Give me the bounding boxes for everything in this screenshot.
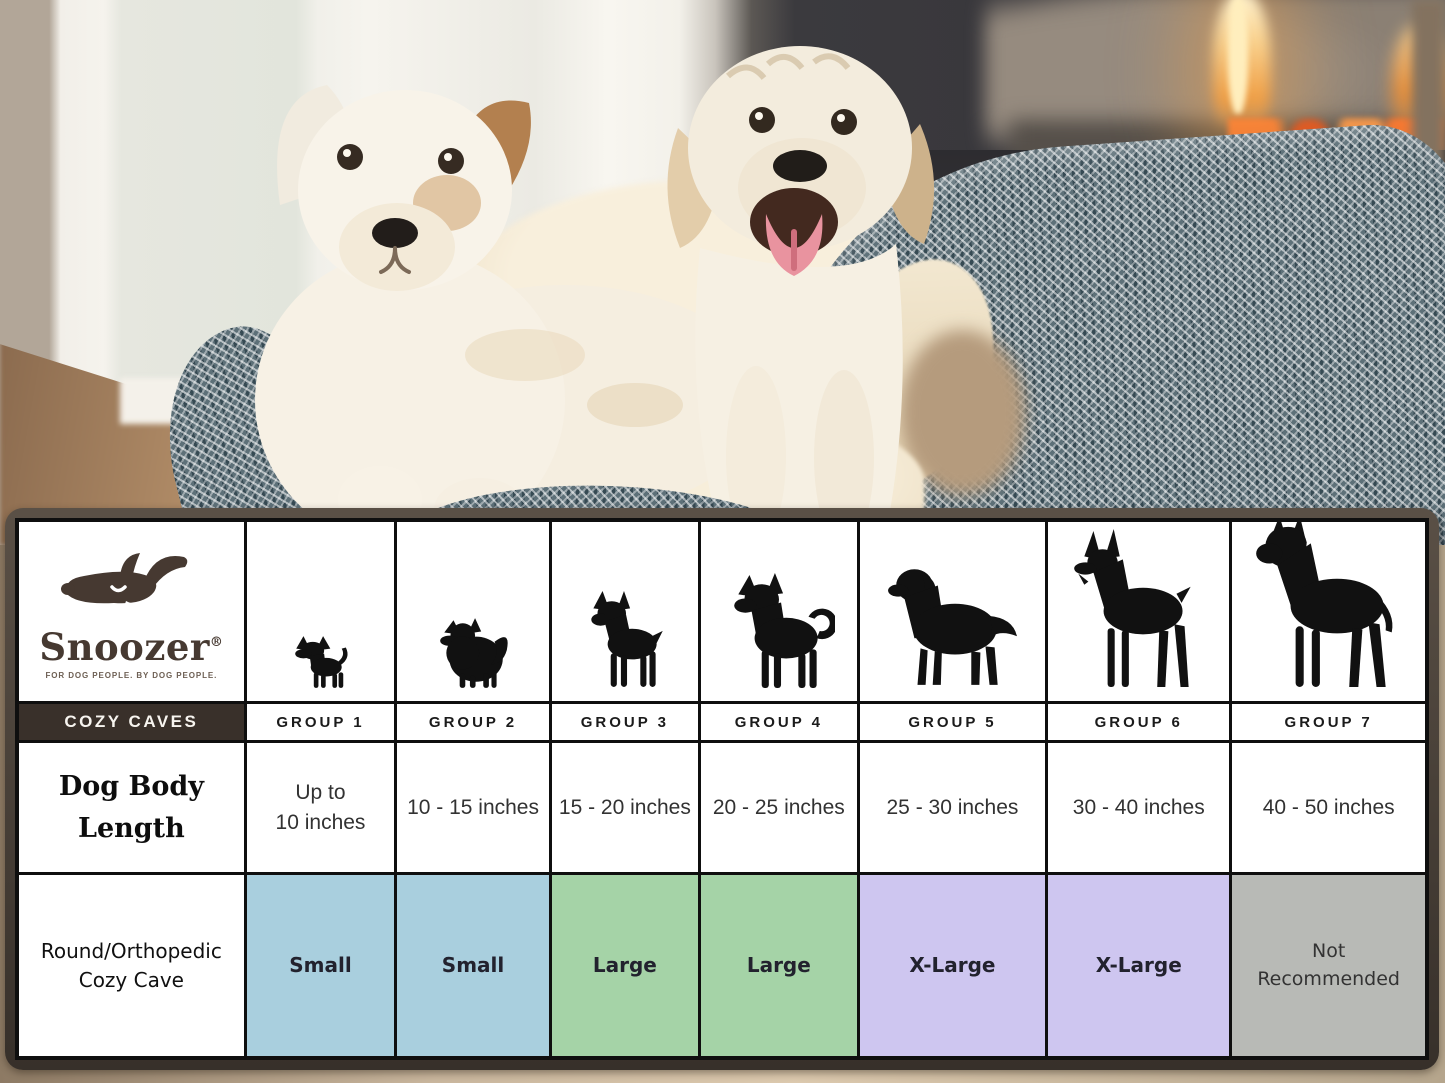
group-7-header: GROUP 7	[1232, 704, 1425, 743]
group-3-silhouette-cell	[551, 522, 701, 704]
group-6-header: GROUP 6	[1048, 704, 1233, 743]
chihuahua-icon	[295, 636, 349, 688]
group-5-header: GROUP 5	[859, 704, 1049, 743]
group-1-size: Small	[246, 875, 398, 1056]
group-7-silhouette-cell	[1232, 522, 1425, 704]
snoozer-dog-logo-icon	[61, 553, 188, 608]
group-4-header: GROUP 4	[700, 704, 860, 743]
brand-logo-cell: Snoozer® FOR DOG PEOPLE. BY DOG PEOPLE.	[19, 522, 247, 704]
group-7-size: Not Recommended	[1232, 875, 1425, 1056]
brand-tagline: FOR DOG PEOPLE. BY DOG PEOPLE.	[45, 671, 218, 680]
group-4-body-length: 20 - 25 inches	[700, 743, 860, 875]
group-6-silhouette-cell	[1048, 522, 1233, 704]
group-6-size: X-Large	[1048, 875, 1233, 1056]
group-1-body-length: Up to 10 inches	[246, 743, 398, 875]
golden-retriever-icon	[888, 569, 1017, 685]
brand-name: Snoozer®	[39, 625, 224, 669]
group-4-size: Large	[700, 875, 860, 1056]
group-5-size: X-Large	[859, 875, 1049, 1056]
group-3-size: Large	[551, 875, 701, 1056]
group-1-header: GROUP 1	[246, 704, 398, 743]
body-length-row-label: Dog Body Length	[19, 743, 247, 875]
group-2-header: GROUP 2	[397, 704, 552, 743]
size-chart-frame: Snoozer® FOR DOG PEOPLE. BY DOG PEOPLE.	[5, 508, 1439, 1070]
group-1-silhouette-cell	[246, 522, 398, 704]
dog-bed-cave-opening-shadow	[900, 330, 1025, 495]
great-dane-icon	[1255, 522, 1393, 687]
boston-terrier-icon	[591, 591, 663, 687]
pomeranian-icon	[440, 618, 508, 688]
cozy-caves-header: COZY CAVES	[19, 704, 247, 743]
registered-mark: ®	[209, 635, 224, 650]
doberman-icon	[1073, 529, 1191, 687]
left-dog-photo	[255, 85, 765, 545]
group-4-silhouette-cell	[700, 522, 860, 704]
fireplace-flame-core	[1228, 0, 1248, 114]
group-7-body-length: 40 - 50 inches	[1232, 743, 1425, 875]
group-2-silhouette-cell	[397, 522, 552, 704]
group-5-silhouette-cell	[859, 522, 1049, 704]
group-3-header: GROUP 3	[551, 704, 701, 743]
group-3-body-length: 15 - 20 inches	[551, 743, 701, 875]
group-2-body-length: 10 - 15 inches	[397, 743, 552, 875]
size-chart-table: Snoozer® FOR DOG PEOPLE. BY DOG PEOPLE.	[15, 518, 1429, 1060]
group-2-size: Small	[397, 875, 552, 1056]
shiba-inu-icon	[734, 573, 835, 688]
product-row-label: Round/Orthopedic Cozy Cave	[19, 875, 247, 1056]
group-5-body-length: 25 - 30 inches	[859, 743, 1049, 875]
right-dog-photo	[667, 46, 935, 545]
group-6-body-length: 30 - 40 inches	[1048, 743, 1233, 875]
hero-photo	[0, 0, 1445, 545]
